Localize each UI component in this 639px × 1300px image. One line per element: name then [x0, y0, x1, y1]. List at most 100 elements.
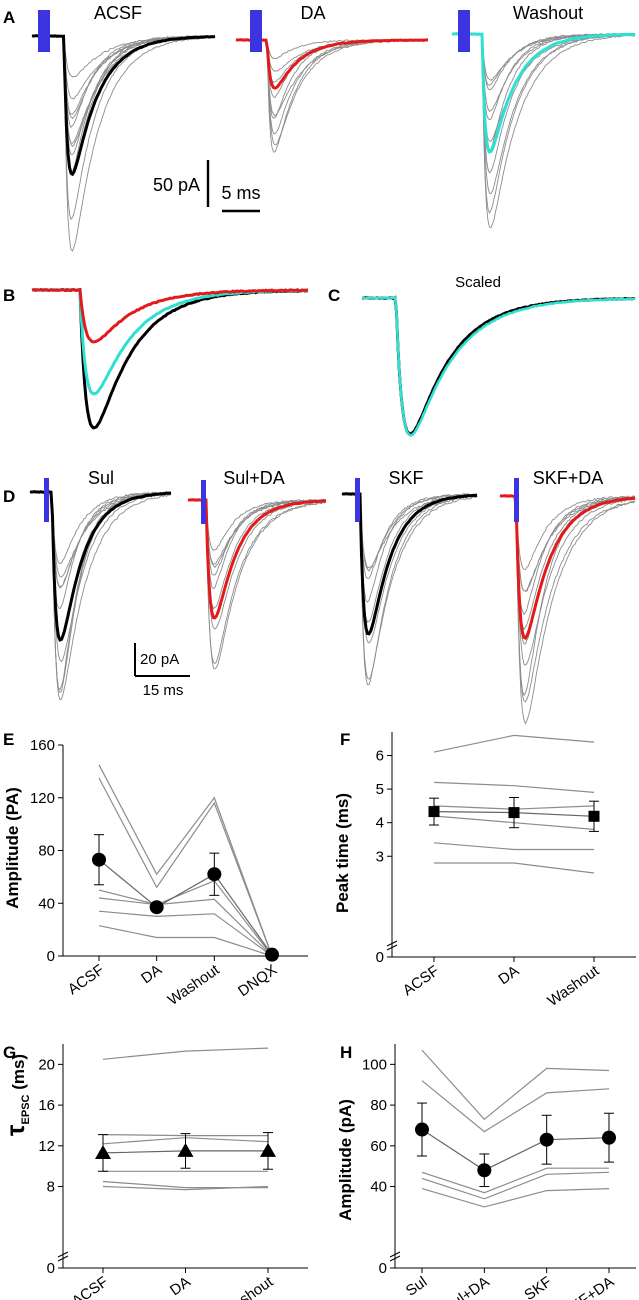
acsf-trace	[31, 34, 216, 100]
individual-line	[98, 897, 273, 957]
title-sul: Sul	[88, 468, 114, 488]
b-da-trace	[31, 287, 309, 344]
washout-trace	[451, 32, 636, 174]
y-tick-label: 5	[376, 781, 384, 798]
panel-g: G τEPSC (ms) 0 8 12 16 20 ACSF DA Washout	[0, 1043, 308, 1300]
acsf-trace	[31, 34, 216, 120]
acsf-trace	[31, 34, 216, 155]
x-tick-label: SKF+DA	[559, 1273, 617, 1300]
axis-break-mark	[386, 940, 398, 947]
scale-label-x-a: 5 ms	[221, 183, 260, 203]
y-tick-label: 6	[376, 748, 384, 765]
x-tick-label: Sul	[403, 1273, 431, 1299]
panel-b: B	[3, 286, 309, 430]
individual-line	[98, 910, 273, 957]
individual-line	[102, 1047, 269, 1060]
y-tick-label: 160	[30, 737, 55, 754]
individual-line	[421, 1080, 610, 1133]
axis-break-mark	[389, 1255, 401, 1262]
title-acsf: ACSF	[94, 3, 142, 23]
x-tick-label: DA	[138, 961, 165, 987]
skf-light-pulse	[355, 478, 360, 522]
individual-line	[98, 880, 273, 957]
scale-label-x-d: 15 ms	[143, 682, 184, 699]
panel-c: C Scaled	[328, 274, 636, 437]
y-tick-label: 8	[47, 1179, 55, 1196]
washout-trace	[451, 32, 636, 121]
title-sul-da: Sul+DA	[223, 468, 285, 488]
title-skf-da: SKF+DA	[533, 468, 604, 488]
b-washout-trace	[31, 288, 308, 396]
skf-da-trace	[499, 494, 636, 570]
panel-label-c: C	[328, 286, 340, 305]
sul-da-trace	[187, 498, 327, 551]
panel-a-traces	[31, 10, 636, 252]
x-tick-label: ACSF	[400, 962, 443, 999]
panel-d-traces	[29, 478, 636, 725]
acsf-light-pulse	[38, 10, 50, 52]
individual-line	[433, 842, 594, 851]
da-light-pulse	[250, 10, 262, 52]
ylabel-g: τEPSC (ms)	[0, 1054, 32, 1136]
mean-line	[421, 1128, 610, 1171]
acsf-trace	[31, 35, 216, 115]
mean-marker	[428, 806, 440, 818]
panel-a: A ACSF DA Washout 50 pA 5 ms	[3, 3, 636, 252]
skf-trace	[341, 492, 478, 579]
x-tick-label: Washout	[165, 961, 223, 1009]
chart-f: 0 3 4 5 6 ACSF DA Washout	[376, 732, 636, 1010]
washout-trace	[451, 32, 636, 214]
acsf-mean-trace	[31, 34, 216, 177]
x-tick-label: Washout	[219, 1273, 277, 1300]
panel-b-traces	[31, 287, 309, 430]
skf-da-mean-trace	[499, 494, 636, 641]
individual-line	[421, 1171, 610, 1200]
axis-break-mark	[57, 1251, 69, 1258]
sul-da-mean-trace	[187, 498, 327, 620]
title-skf: SKF	[388, 468, 423, 488]
y-tick-label: 16	[38, 1097, 55, 1114]
y-tick-label: 0	[47, 1260, 55, 1277]
x-tick-label: DA	[167, 1273, 194, 1299]
mean-marker	[260, 1142, 276, 1157]
mean-line	[98, 859, 273, 956]
mean-marker	[265, 947, 279, 962]
acsf-trace	[31, 34, 216, 252]
axis-break-mark	[389, 1251, 401, 1258]
skf-trace	[341, 492, 478, 572]
mean-marker	[149, 900, 164, 915]
individual-line	[98, 764, 273, 957]
sul-light-pulse	[44, 478, 49, 522]
individual-line	[421, 1167, 609, 1194]
mean-marker	[588, 810, 600, 822]
y-tick-label: 40	[370, 1179, 387, 1196]
b-acsf-trace	[32, 288, 308, 430]
panel-f: F Peak time (ms) 0 3 4 5 6 ACSF DA Washout	[333, 730, 636, 1010]
title-washout: Washout	[513, 3, 583, 23]
axis-break-mark	[57, 1255, 69, 1262]
panel-c-traces	[361, 295, 636, 437]
y-tick-label: 0	[47, 948, 55, 965]
mean-marker	[95, 1144, 111, 1159]
washout-trace	[451, 32, 636, 194]
individual-line	[98, 925, 273, 957]
y-tick-label: 80	[370, 1097, 387, 1114]
sul-da-trace	[187, 498, 327, 670]
y-tick-label: 20	[38, 1056, 55, 1073]
panel-label-g: G	[3, 1043, 16, 1062]
individual-line	[102, 1180, 268, 1189]
da-trace	[235, 38, 429, 146]
individual-line	[434, 862, 595, 874]
chart-h: 0 40 60 80 100 Sul Sul+DA SKF SKF+DA	[362, 1044, 636, 1300]
mean-marker	[477, 1163, 492, 1178]
y-tick-label: 40	[38, 895, 55, 912]
mean-marker	[508, 807, 520, 819]
axis-break-mark	[386, 944, 398, 951]
mean-marker	[539, 1132, 554, 1147]
y-tick-label: 60	[370, 1138, 387, 1155]
washout-mean-trace	[451, 32, 636, 154]
panel-label-d: D	[3, 487, 15, 506]
panel-label-a: A	[3, 8, 15, 27]
c-washout-trace	[361, 296, 636, 437]
